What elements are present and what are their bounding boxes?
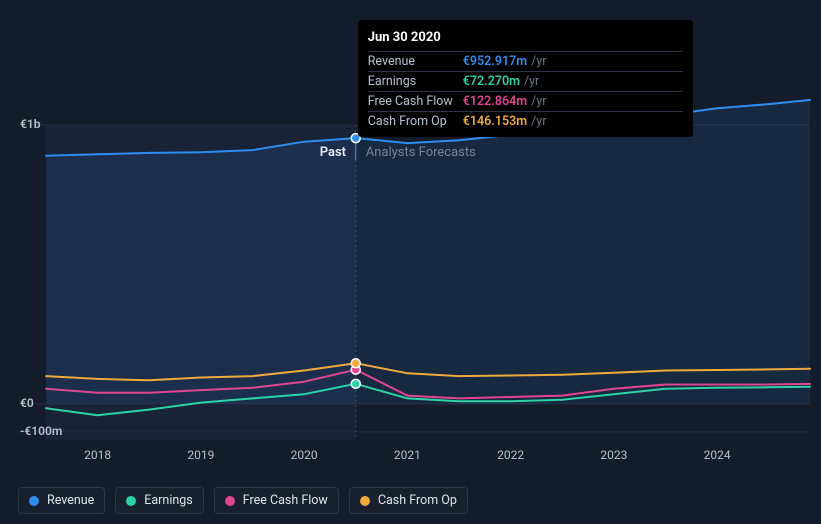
chart-tooltip: Jun 30 2020 Revenue€952.917m/yrEarnings€… (358, 20, 693, 137)
tooltip-metric-name: Cash From Op (368, 114, 463, 129)
tooltip-row: Cash From Op€146.153m/yr (368, 111, 683, 131)
tooltip-row: Earnings€72.270m/yr (368, 71, 683, 91)
tooltip-metric-unit: /yr (531, 54, 546, 69)
x-tick-label: 2024 (704, 448, 731, 462)
tooltip-metric-unit: /yr (531, 114, 546, 129)
x-tick-label: 2022 (497, 448, 524, 462)
tooltip-title: Jun 30 2020 (368, 26, 683, 51)
forecast-label: Analysts Forecasts (366, 145, 476, 160)
legend-swatch-icon (225, 496, 235, 506)
tooltip-row: Free Cash Flow€122.864m/yr (368, 91, 683, 111)
legend-item-earnings[interactable]: Earnings (115, 487, 203, 514)
legend-label: Free Cash Flow (243, 493, 328, 508)
tooltip-metric-value: €952.917m (463, 54, 527, 69)
past-label: Past (320, 145, 346, 160)
y-tick-label: €1b (20, 117, 40, 131)
legend-item-fcf[interactable]: Free Cash Flow (214, 487, 339, 514)
legend-item-revenue[interactable]: Revenue (18, 487, 105, 514)
chart-legend: Revenue Earnings Free Cash Flow Cash From O… (18, 487, 468, 514)
tooltip-metric-value: €122.864m (463, 94, 527, 109)
x-tick-label: 2018 (84, 448, 111, 462)
tooltip-metric-value: €146.153m (463, 114, 527, 129)
tooltip-metric-name: Revenue (368, 54, 463, 69)
tooltip-metric-unit: /yr (531, 94, 546, 109)
y-tick-label: €0 (20, 396, 34, 410)
legend-label: Cash From Op (378, 493, 457, 508)
x-tick-label: 2019 (187, 448, 214, 462)
x-tick-label: 2023 (600, 448, 627, 462)
legend-swatch-icon (126, 496, 136, 506)
tooltip-metric-value: €72.270m (463, 74, 520, 89)
legend-item-cfo[interactable]: Cash From Op (349, 487, 468, 514)
tooltip-metric-name: Earnings (368, 74, 463, 89)
tooltip-metric-name: Free Cash Flow (368, 94, 463, 109)
legend-swatch-icon (360, 496, 370, 506)
financials-chart: €1b €0 -€100m 2018 2019 2020 2021 2022 2023 2024… (0, 0, 821, 524)
tooltip-metric-unit: /yr (524, 74, 539, 89)
legend-label: Revenue (47, 493, 94, 508)
legend-label: Earnings (144, 493, 192, 508)
x-tick-label: 2021 (394, 448, 421, 462)
legend-swatch-icon (29, 496, 39, 506)
x-tick-label: 2020 (291, 448, 318, 462)
tooltip-row: Revenue€952.917m/yr (368, 51, 683, 71)
y-tick-label: -€100m (20, 424, 62, 438)
